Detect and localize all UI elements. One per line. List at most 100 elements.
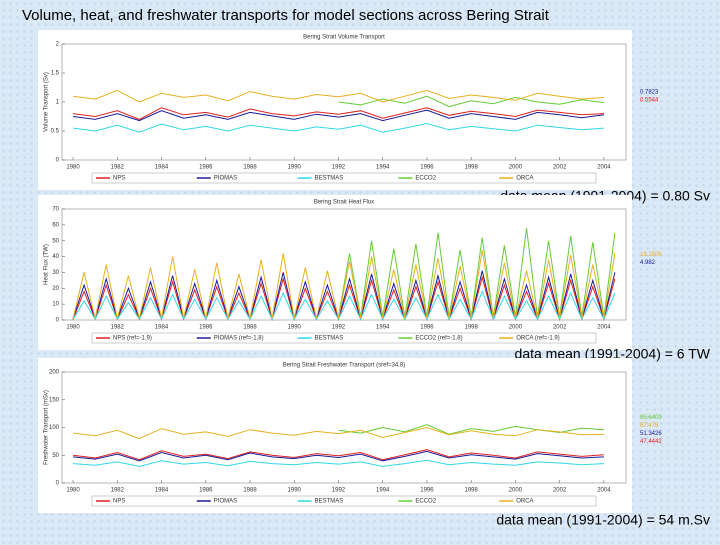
x-tick-label: 1998 — [464, 325, 478, 331]
x-tick-label: 1982 — [111, 488, 125, 494]
legend-label: ORCA — [516, 176, 533, 182]
series-line — [72, 270, 616, 321]
y-tick-label: 0 — [56, 318, 60, 324]
x-tick-label: 1990 — [288, 325, 302, 331]
chart-panel — [38, 358, 632, 513]
legend-label: BESTMAS — [315, 176, 344, 182]
x-tick-label: 2000 — [509, 165, 523, 171]
legend-box — [91, 332, 597, 344]
legend-label: NPS — [113, 499, 125, 505]
y-tick-label: 0 — [56, 158, 60, 164]
chart-title: Bering Strait Freshwater Transport (sref… — [283, 363, 406, 369]
y-tick-label: 1 — [56, 100, 60, 106]
series-line — [73, 107, 604, 120]
x-tick-label: 1992 — [332, 325, 346, 331]
end-value-label: 95.6409 — [640, 415, 662, 421]
y-axis-label: Volume Transport (Sv) — [44, 72, 50, 132]
x-tick-label: 1988 — [243, 488, 257, 494]
end-value-label: 47.4442 — [640, 439, 662, 445]
x-tick-label: 2004 — [597, 165, 611, 171]
series-line — [73, 426, 604, 440]
x-tick-label: 1980 — [66, 325, 80, 331]
x-tick-label: 2004 — [597, 325, 611, 331]
legend-box — [91, 172, 597, 184]
x-tick-label: 1998 — [464, 165, 478, 171]
legend-label: NPS (ref=-1.9) — [113, 336, 152, 342]
y-tick-label: 1.5 — [51, 71, 60, 77]
y-tick-label: 70 — [52, 207, 59, 213]
end-value-label: 87.478 — [640, 423, 659, 429]
legend-label: PIOMAS — [214, 176, 237, 182]
x-tick-label: 1980 — [66, 165, 80, 171]
x-tick-label: 1988 — [243, 165, 257, 171]
y-tick-label: 40 — [52, 254, 59, 260]
y-tick-label: 10 — [52, 302, 59, 308]
chart-panel — [38, 195, 632, 350]
end-value-label: 0.5544 — [640, 98, 659, 104]
x-tick-label: 2002 — [553, 325, 567, 331]
series-line — [73, 459, 604, 467]
x-tick-label: 1996 — [420, 488, 434, 494]
y-tick-label: 150 — [49, 397, 60, 403]
x-tick-label: 2002 — [553, 165, 567, 171]
y-tick-label: 50 — [52, 453, 59, 459]
legend-label: PIOMAS — [214, 499, 237, 505]
x-tick-label: 1982 — [111, 165, 125, 171]
y-tick-label: 100 — [49, 425, 60, 431]
y-tick-label: 60 — [52, 222, 59, 228]
series-line — [73, 450, 604, 462]
chart-title: Bering Strait Heat Flux — [314, 200, 374, 206]
legend-label: ORCA (ref=-1.9) — [516, 336, 560, 342]
series-line — [73, 122, 604, 133]
legend-label: PIOMAS (ref=-1.8) — [214, 336, 264, 342]
x-tick-label: 1984 — [155, 325, 169, 331]
chart-panel — [38, 30, 632, 190]
y-tick-label: 0.5 — [51, 129, 60, 135]
x-tick-label: 1990 — [288, 488, 302, 494]
y-tick-label: 50 — [52, 238, 59, 244]
series-line — [73, 109, 604, 122]
y-tick-label: 200 — [49, 370, 60, 376]
legend-box — [91, 495, 597, 507]
x-tick-label: 1986 — [199, 325, 213, 331]
legend-label: ECCO2 — [415, 499, 436, 505]
x-tick-label: 1984 — [155, 165, 169, 171]
series-line — [338, 227, 616, 317]
x-tick-label: 2002 — [553, 488, 567, 494]
legend-label: ECCO2 — [415, 176, 436, 182]
chart-title: Bering Strait Volume Transport — [303, 35, 385, 41]
x-tick-label: 1984 — [155, 488, 169, 494]
series-line — [72, 250, 616, 319]
x-tick-label: 1994 — [376, 488, 390, 494]
x-tick-label: 1986 — [199, 488, 213, 494]
x-tick-label: 1988 — [243, 325, 257, 331]
series-line — [73, 449, 604, 461]
x-tick-label: 1998 — [464, 488, 478, 494]
x-tick-label: 1994 — [376, 165, 390, 171]
y-tick-label: 2 — [56, 42, 60, 48]
slide-title: Volume, heat, and freshwater transports … — [22, 7, 550, 24]
data-mean-caption: data mean (1991-2004) = 54 m.Sv — [496, 512, 710, 528]
legend-label: ECCO2 (ref=-1.8) — [415, 336, 462, 342]
legend-label: ORCA — [516, 499, 533, 505]
y-tick-label: 30 — [52, 270, 59, 276]
legend-label: NPS — [113, 176, 125, 182]
series-line — [72, 290, 616, 321]
y-tick-label: 20 — [52, 286, 59, 292]
end-value-label: 4.982 — [640, 260, 656, 266]
legend-label: BESTMAS — [315, 336, 344, 342]
end-value-label: 51.3426 — [640, 431, 662, 437]
x-tick-label: 1994 — [376, 325, 390, 331]
x-tick-label: 1996 — [420, 325, 434, 331]
y-axis-label: Heat Flux (TW) — [44, 244, 50, 285]
x-tick-label: 2000 — [509, 325, 523, 331]
plot-frame — [61, 208, 627, 321]
series-line — [338, 424, 604, 435]
x-tick-label: 1982 — [111, 325, 125, 331]
series-line — [73, 89, 604, 103]
series-line — [338, 95, 604, 108]
legend-label: BESTMAS — [315, 499, 344, 505]
end-value-label: 0.7823 — [640, 90, 659, 96]
end-value-label: 18.1508 — [640, 252, 662, 258]
